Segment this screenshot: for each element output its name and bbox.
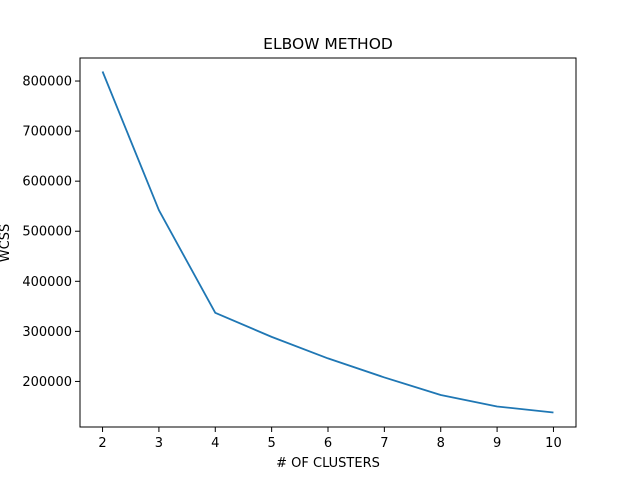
y-tick-label: 400000 — [22, 275, 72, 290]
x-tick-label: 2 — [98, 436, 106, 451]
x-tick-label: 9 — [493, 436, 501, 451]
x-axis-label: # OF CLUSTERS — [276, 456, 380, 471]
y-tick-label: 800000 — [22, 75, 72, 90]
y-tick-label: 200000 — [22, 375, 72, 390]
x-tick-label: 10 — [545, 436, 562, 451]
x-tick-label: 3 — [155, 436, 163, 451]
chart-title: ELBOW METHOD — [263, 35, 393, 53]
y-tick-label: 300000 — [22, 325, 72, 340]
y-tick-label: 700000 — [22, 125, 72, 140]
x-tick-label: 7 — [380, 436, 388, 451]
x-tick-label: 5 — [267, 436, 275, 451]
y-tick-label: 500000 — [22, 225, 72, 240]
x-tick-label: 4 — [211, 436, 219, 451]
series-line-0 — [101, 71, 554, 414]
y-axis-label: WCSS — [0, 224, 13, 262]
x-tick-label: 6 — [324, 436, 332, 451]
x-tick-label: 8 — [437, 436, 445, 451]
plot-area: 2 3 4 5 6 7 8 9 10 200000 300000 400000 500000 600000… — [22, 57, 577, 451]
y-tick-label: 600000 — [22, 175, 72, 190]
